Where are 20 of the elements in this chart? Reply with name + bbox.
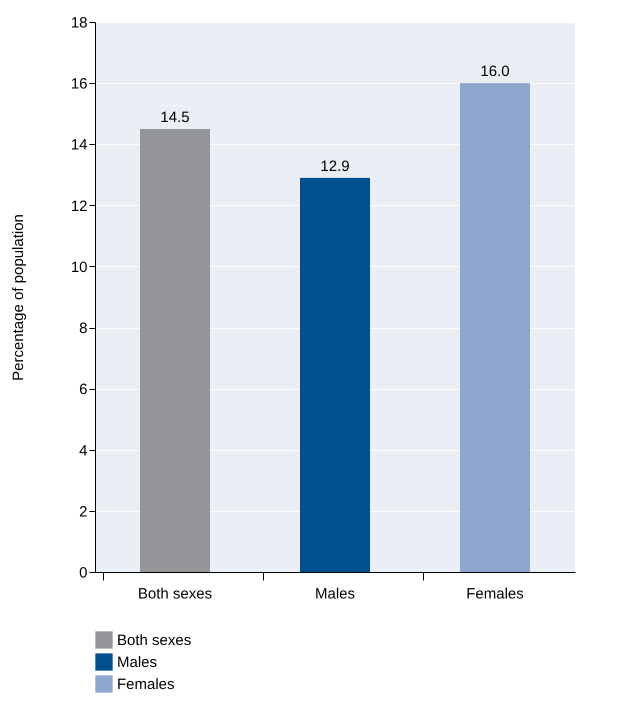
x-tick-label: Males xyxy=(314,586,356,602)
y-tick-label: 18 xyxy=(70,14,88,32)
y-tick-label: 6 xyxy=(79,381,88,398)
y-tick-label: 2 xyxy=(79,503,88,520)
data-label: 14.5 xyxy=(160,108,190,126)
y-tick-label: 4 xyxy=(79,442,88,460)
y-tick-label: 12 xyxy=(70,198,88,215)
y-tick-label: 0 xyxy=(79,564,88,582)
y-tick-label: 8 xyxy=(79,320,88,338)
data-label: 12.9 xyxy=(320,158,350,175)
legend-label: Females xyxy=(117,676,175,693)
x-tick-label: Females xyxy=(466,586,524,602)
x-tick-label: Both sexes xyxy=(138,586,212,602)
y-tick-label: 16 xyxy=(70,76,88,93)
legend-label: Males xyxy=(117,654,158,671)
y-tick-label: 10 xyxy=(70,258,88,276)
legend-label: Both sexes xyxy=(117,632,192,649)
y-axis-title: Percentage of population xyxy=(10,214,27,381)
y-tick-label: 14 xyxy=(70,136,88,154)
data-label: 16.0 xyxy=(480,63,510,80)
